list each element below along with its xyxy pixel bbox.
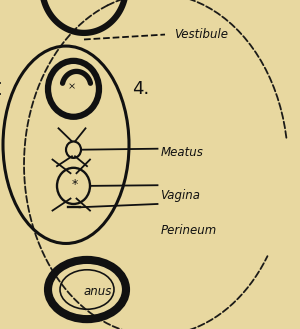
Text: *: * <box>72 178 78 191</box>
Text: Vestibule: Vestibule <box>174 28 228 41</box>
Text: Vagina: Vagina <box>160 189 200 202</box>
Text: Perineum: Perineum <box>160 224 217 237</box>
Text: ×: × <box>68 83 76 92</box>
Text: 4.: 4. <box>132 80 149 98</box>
Text: Meatus: Meatus <box>160 146 203 160</box>
Text: anus: anus <box>84 285 112 298</box>
